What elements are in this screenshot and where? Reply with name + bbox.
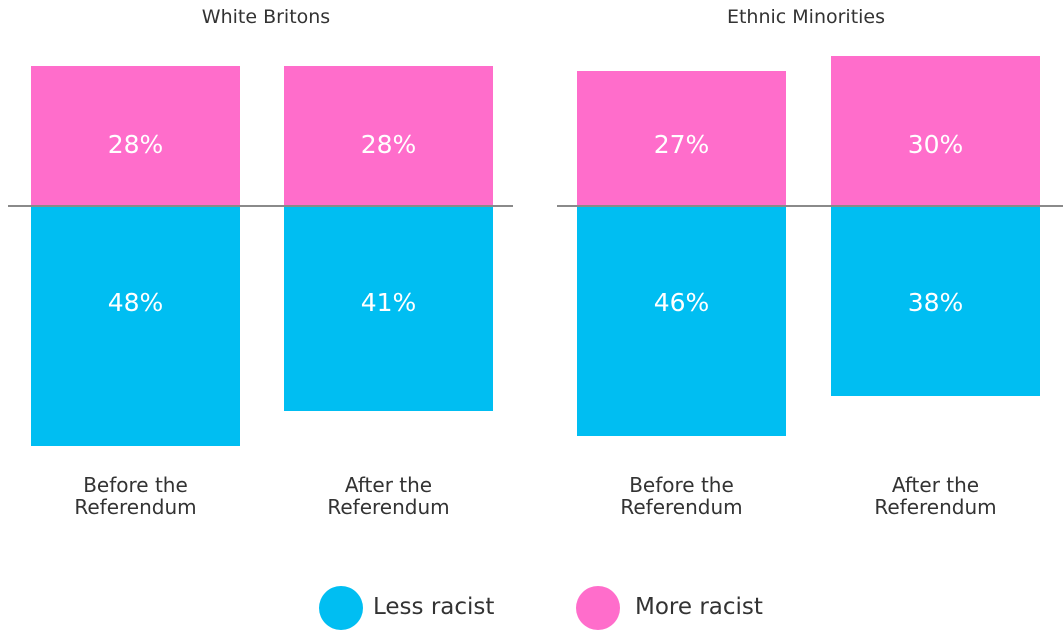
bar [577, 71, 786, 206]
bar [284, 66, 493, 206]
category-label: Before the Referendum [620, 473, 743, 519]
baseline [8, 205, 513, 207]
value-label: 30% [907, 130, 964, 159]
bar [31, 66, 240, 206]
panel-title: White Britons [201, 6, 331, 28]
baseline [557, 205, 1063, 207]
bar [577, 206, 786, 436]
bar [31, 206, 240, 446]
legend-label: More racist [635, 594, 763, 620]
legend-swatch [319, 586, 363, 630]
bar [284, 206, 493, 411]
value-label: 28% [107, 130, 164, 159]
category-label: After the Referendum [874, 473, 997, 519]
value-label: 48% [107, 288, 164, 317]
value-label: 27% [653, 130, 710, 159]
value-label: 28% [360, 130, 417, 159]
bar [831, 206, 1040, 396]
legend-label: Less racist [373, 594, 495, 620]
category-label: After the Referendum [327, 473, 450, 519]
value-label: 46% [653, 288, 710, 317]
legend-swatch [576, 586, 620, 630]
panel-title: Ethnic Minorities [726, 6, 886, 28]
value-label: 38% [907, 288, 964, 317]
value-label: 41% [360, 288, 417, 317]
category-label: Before the Referendum [74, 473, 197, 519]
bar [831, 56, 1040, 206]
